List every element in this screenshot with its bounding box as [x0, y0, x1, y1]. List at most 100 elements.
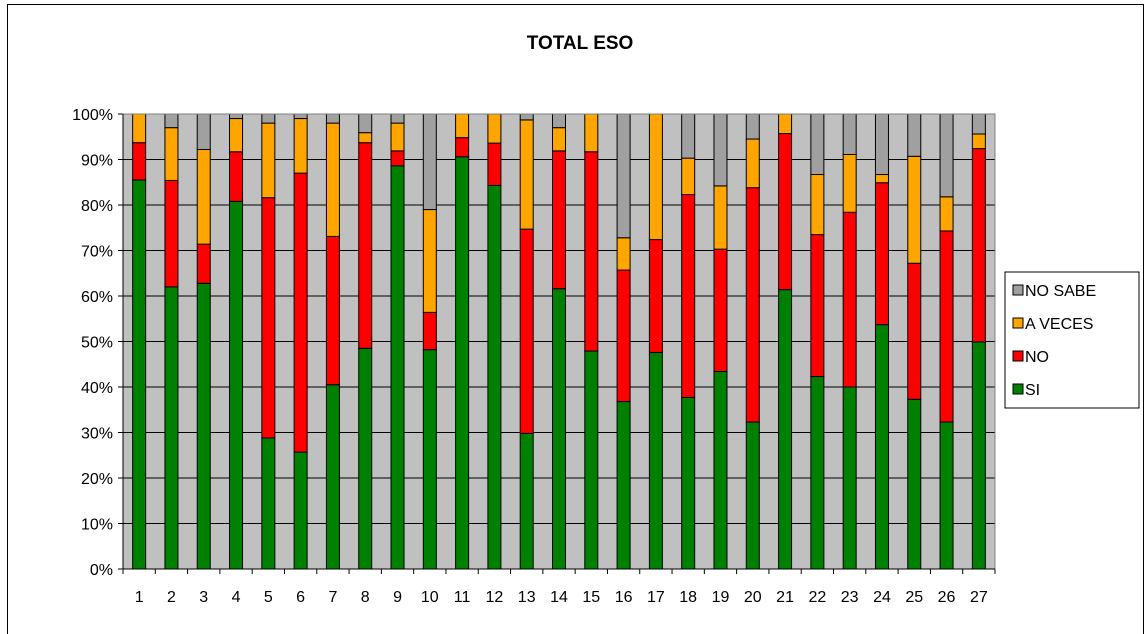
- bar-segment-a-veces: [745, 138, 760, 189]
- bar-segment-no-sabe: [358, 113, 373, 134]
- x-tick-label: 12: [486, 589, 504, 606]
- bar-segment-a-veces: [874, 174, 889, 184]
- bar-segment-no: [552, 150, 566, 290]
- x-tick-label: 4: [232, 589, 241, 606]
- bar-segment-si: [939, 421, 954, 570]
- bar-segment-si: [907, 398, 922, 570]
- bar-segment-no-sabe: [681, 113, 696, 159]
- bar-segment-a-veces: [648, 113, 663, 241]
- x-tick-label: 11: [454, 589, 471, 606]
- x-tick-label: 22: [808, 589, 826, 606]
- bar-segment-si: [455, 156, 470, 570]
- bar-segment-no-sabe: [422, 113, 437, 211]
- bar-segment-no-sabe: [616, 113, 631, 239]
- bar-segment-no: [584, 151, 599, 352]
- bar-segment-no-sabe: [907, 113, 922, 157]
- bar-segment-no-sabe: [229, 113, 244, 120]
- bar-segment-a-veces: [229, 118, 244, 153]
- bar-segment-a-veces: [713, 185, 728, 250]
- bar-segment-no: [132, 142, 147, 181]
- bar-segment-a-veces: [584, 113, 599, 153]
- bar-segment-no: [681, 194, 696, 398]
- bar-segment-no-sabe: [390, 113, 405, 124]
- bar-segment-si: [422, 349, 437, 570]
- x-tick-label: 1: [135, 589, 144, 606]
- x-tick-label: 20: [744, 589, 762, 606]
- bar-segment-a-veces: [455, 113, 470, 139]
- bar-segment-si: [971, 341, 986, 570]
- x-tick-label: 7: [328, 589, 337, 606]
- bar-segment-no: [971, 148, 986, 343]
- bar-segment-a-veces: [552, 127, 566, 152]
- y-tick-label: 50%: [81, 335, 113, 352]
- bar-segment-no: [261, 197, 276, 439]
- bar-segment-a-veces: [132, 113, 147, 144]
- bar-segment-no: [842, 211, 857, 388]
- legend-label: NO SABE: [1025, 283, 1096, 300]
- y-tick-label: 0%: [90, 562, 113, 579]
- x-tick-label: 6: [296, 589, 305, 606]
- x-tick-label: 3: [199, 589, 208, 606]
- bar-segment-si: [616, 401, 631, 570]
- bar-segment-no-sabe: [552, 113, 566, 129]
- bar-segment-no: [325, 235, 340, 386]
- bar-segment-no-sabe: [164, 113, 179, 129]
- y-tick-label: 70%: [81, 244, 113, 261]
- bar-segment-no: [939, 230, 954, 423]
- bar-segment-a-veces: [810, 174, 825, 236]
- bar-segment-a-veces: [196, 148, 211, 245]
- bar-segment-no-sabe: [261, 113, 276, 124]
- bar-segment-no-sabe: [842, 113, 857, 155]
- x-tick-label: 24: [873, 589, 891, 606]
- bar-segment-no: [648, 239, 663, 353]
- y-tick-label: 90%: [81, 153, 113, 170]
- plot-area: 0%10%20%30%40%50%60%70%80%90%100%1 2 3 4 5 6 7…: [72, 107, 996, 606]
- x-tick-label: 17: [647, 589, 665, 606]
- bar-segment-a-veces: [519, 119, 534, 230]
- bar-segment-si: [261, 437, 276, 570]
- bar-segment-a-veces: [778, 113, 793, 135]
- x-tick-label: 10: [421, 589, 439, 606]
- bar-segment-a-veces: [325, 122, 340, 237]
- y-tick-label: 40%: [81, 380, 113, 397]
- bar-segment-no-sabe: [939, 113, 954, 198]
- legend-box: [1004, 271, 1140, 409]
- bar-segment-no-sabe: [325, 113, 340, 124]
- bar-segment-a-veces: [164, 127, 179, 181]
- bar-segment-no-sabe: [519, 113, 534, 121]
- bar-segment-si: [584, 350, 599, 570]
- bar-segment-no-sabe: [196, 113, 211, 150]
- bar-segment-a-veces: [907, 155, 922, 264]
- bar-segment-si: [874, 324, 889, 570]
- bar-segment-si: [519, 432, 534, 570]
- bar-segment-si: [713, 371, 728, 570]
- bar-segment-no: [713, 248, 728, 373]
- x-tick-label: 16: [615, 589, 633, 606]
- bar-segment-a-veces: [681, 157, 696, 196]
- bar-segment-no: [164, 179, 179, 288]
- legend-swatch-no-sabe: [1012, 284, 1024, 296]
- bar-segment-si: [681, 396, 696, 570]
- x-tick-label: 8: [361, 589, 370, 606]
- bar-segment-no-sabe: [745, 113, 760, 140]
- bar-segment-a-veces: [358, 132, 373, 144]
- bar-segment-a-veces: [971, 133, 986, 150]
- x-tick-label: 14: [550, 589, 568, 606]
- x-tick-label: 15: [582, 589, 600, 606]
- y-tick-label: 30%: [81, 426, 113, 443]
- bar-segment-si: [325, 384, 340, 570]
- bar-segment-no: [778, 133, 793, 291]
- x-tick-label: 9: [393, 589, 402, 606]
- bar-segment-a-veces: [487, 113, 502, 144]
- bar-segment-no: [422, 311, 437, 351]
- x-tick-label: 19: [712, 589, 730, 606]
- x-tick-label: 23: [841, 589, 859, 606]
- x-tick-label: 18: [679, 589, 697, 606]
- y-tick-label: 80%: [81, 198, 113, 215]
- bar-segment-si: [164, 286, 179, 570]
- bar-segment-no: [487, 142, 502, 186]
- legend-swatch-no: [1012, 350, 1024, 362]
- bar-segment-no: [810, 234, 825, 378]
- x-tick-label: 13: [518, 589, 536, 606]
